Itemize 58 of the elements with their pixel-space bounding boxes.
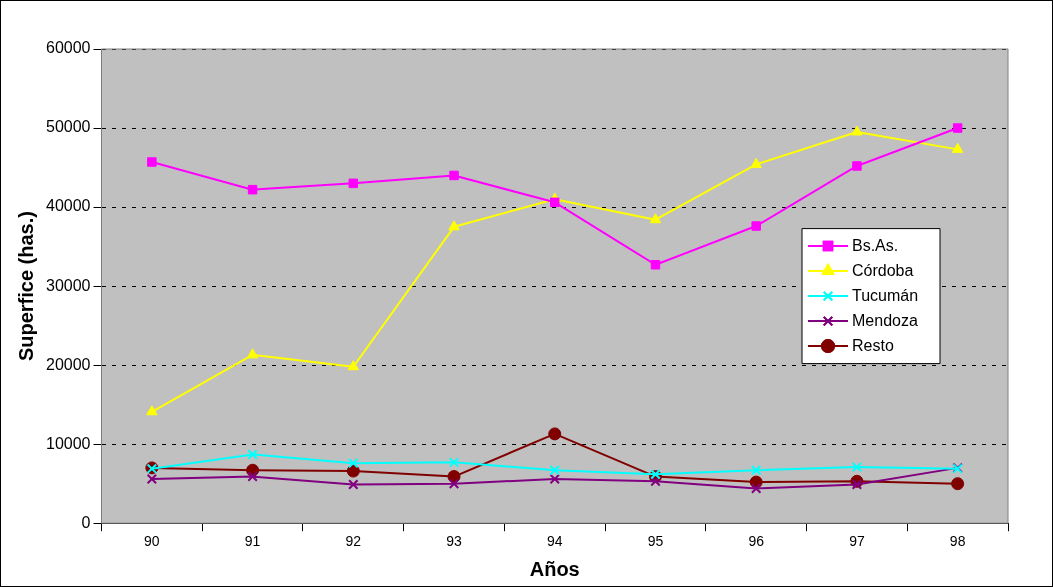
y-tick-label: 0 — [81, 513, 91, 531]
point — [247, 449, 258, 460]
x-tick-label: 92 — [345, 533, 362, 550]
x-tick-label: 95 — [647, 533, 664, 550]
x-tick-label: 90 — [144, 533, 160, 550]
point — [650, 468, 661, 480]
point — [951, 477, 965, 491]
point — [750, 483, 762, 494]
x-tick-label: 91 — [244, 533, 261, 550]
legend-label: Tucumán — [852, 286, 919, 304]
y-tick-label: 60000 — [45, 39, 91, 57]
y-axis-title: Superfice (has.) — [14, 211, 37, 362]
legend-label: Bs.As. — [852, 236, 899, 254]
point — [147, 157, 157, 167]
point — [851, 461, 863, 473]
point — [448, 478, 460, 489]
y-tick-label: 30000 — [45, 276, 91, 294]
point — [449, 170, 459, 181]
point — [246, 348, 259, 359]
point — [346, 464, 360, 478]
y-tick-label: 50000 — [45, 118, 91, 136]
point — [348, 479, 359, 490]
point — [851, 479, 863, 490]
point — [247, 184, 258, 195]
point — [951, 142, 964, 153]
y-tick-label: 40000 — [45, 197, 91, 215]
point — [549, 473, 560, 485]
point — [852, 161, 862, 171]
point — [650, 476, 661, 487]
point — [751, 221, 761, 231]
y-tick-label: 10000 — [45, 434, 91, 452]
point — [247, 471, 258, 482]
y-tick-label: 20000 — [45, 355, 91, 373]
point — [750, 465, 762, 476]
x-tick-label: 98 — [949, 533, 966, 550]
x-tick-label: 93 — [446, 533, 463, 550]
point — [549, 465, 560, 476]
point — [851, 125, 863, 136]
point — [448, 457, 460, 468]
legend-label: Córdoba — [852, 261, 914, 279]
point — [548, 427, 562, 441]
point — [348, 457, 359, 469]
point — [649, 213, 662, 224]
point — [146, 405, 158, 416]
x-tick-label: 96 — [748, 533, 765, 550]
x-tick-label: 97 — [849, 533, 865, 550]
point — [550, 197, 560, 208]
point — [750, 157, 762, 168]
point — [952, 123, 963, 133]
x-axis-title: Años — [529, 557, 580, 580]
x-tick-label: 94 — [546, 533, 563, 550]
legend-label: Resto — [852, 336, 894, 354]
point — [650, 260, 661, 270]
point — [146, 473, 158, 485]
point — [348, 178, 359, 189]
point — [448, 220, 460, 231]
point — [347, 360, 359, 371]
legend-label: Mendoza — [852, 311, 918, 329]
